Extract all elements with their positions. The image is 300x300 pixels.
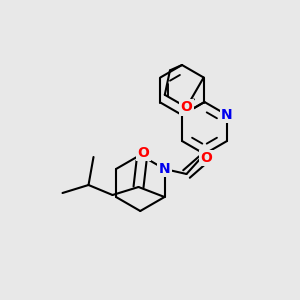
Text: N: N: [221, 108, 233, 122]
Text: O: O: [138, 146, 149, 160]
Text: N: N: [159, 162, 170, 176]
Text: O: O: [181, 100, 192, 114]
Text: O: O: [201, 151, 212, 165]
